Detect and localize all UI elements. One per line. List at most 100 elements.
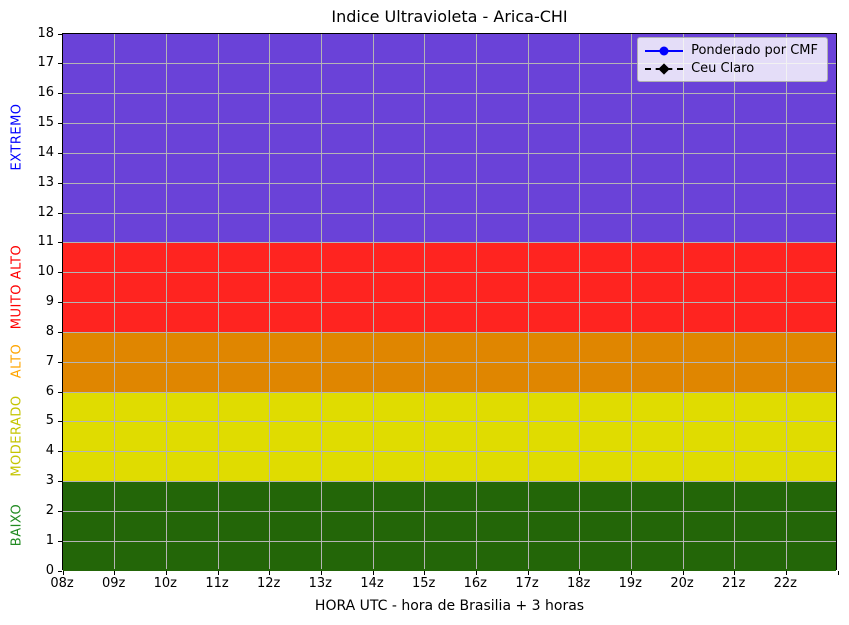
v-gridline <box>579 34 581 569</box>
y-tick-mark <box>58 451 62 453</box>
band-label-extremo: EXTREMO <box>9 103 25 171</box>
y-tick-label: 6 <box>45 383 54 399</box>
x-tick-label: 10z <box>153 576 178 591</box>
v-gridline <box>785 34 787 569</box>
h-gridline <box>63 212 836 214</box>
v-gridline <box>372 34 374 569</box>
y-tick-label: 3 <box>45 473 54 488</box>
x-tick-mark <box>682 571 684 575</box>
band-label-moderado: MODERADO <box>9 395 25 477</box>
legend-item: Ceu Claro <box>645 61 818 76</box>
h-gridline <box>63 152 836 154</box>
x-tick-mark <box>527 571 529 575</box>
h-gridline <box>63 510 836 512</box>
h-gridline <box>63 540 836 542</box>
y-tick-label: 2 <box>45 502 54 518</box>
v-gridline <box>269 34 271 569</box>
legend-item: Ponderado por CMF <box>645 43 818 58</box>
y-tick-mark <box>58 302 62 303</box>
x-tick-mark <box>217 571 219 575</box>
x-tick-mark <box>165 571 167 575</box>
x-tick-label: 08z <box>50 576 74 591</box>
y-tick-mark <box>58 182 62 184</box>
y-tick-label: 11 <box>37 234 54 250</box>
y-tick-label: 13 <box>37 174 54 190</box>
diamond-marker-icon <box>658 62 670 75</box>
h-gridline <box>63 63 836 65</box>
y-tick-label: 10 <box>37 264 54 280</box>
y-tick-label: 18 <box>37 25 54 41</box>
x-tick-label: 09z <box>101 576 126 591</box>
x-tick-mark <box>785 571 787 575</box>
x-tick-label: 22z <box>773 576 798 591</box>
circle-marker-icon <box>659 46 669 55</box>
uv-band-muito-alto <box>63 242 836 333</box>
h-gridline <box>63 93 836 95</box>
h-gridline <box>63 242 836 244</box>
x-tick-label: 20z <box>670 576 694 591</box>
plot-area: Ponderado por CMF Ceu Claro <box>58 33 839 575</box>
x-tick-mark <box>62 571 64 575</box>
x-tick-mark <box>269 571 271 575</box>
x-tick-mark <box>114 571 116 575</box>
x-tick-label: 14z <box>360 576 384 591</box>
x-tick-mark <box>475 571 477 575</box>
x-tick-label: 19z <box>618 576 643 591</box>
y-tick-mark <box>58 212 62 214</box>
y-tick-mark <box>58 510 62 512</box>
y-tick-label: 12 <box>37 204 54 220</box>
x-tick-label: 12z <box>256 576 281 591</box>
y-tick-mark <box>58 93 62 95</box>
y-tick-label: 8 <box>45 323 54 339</box>
x-tick-mark <box>734 571 736 575</box>
v-gridline <box>217 34 219 569</box>
h-gridline <box>63 302 836 303</box>
y-tick-label: 5 <box>45 413 54 429</box>
v-gridline <box>475 34 477 569</box>
y-tick-label: 7 <box>45 353 54 369</box>
y-tick-mark <box>58 331 62 333</box>
x-tick-mark <box>320 571 322 575</box>
v-gridline <box>114 34 116 569</box>
legend-label: Ponderado por CMF <box>691 43 818 58</box>
legend-sample-diamond <box>645 62 684 76</box>
v-gridline <box>165 34 167 569</box>
y-tick-label: 15 <box>37 115 54 130</box>
x-tick-label: 11z <box>205 576 229 591</box>
x-tick-mark <box>579 571 581 575</box>
x-tick-label: 18z <box>566 576 591 591</box>
h-gridline <box>63 481 836 482</box>
h-gridline <box>63 331 836 333</box>
v-gridline <box>424 34 426 569</box>
y-tick-mark <box>58 361 62 363</box>
legend: Ponderado por CMF Ceu Claro <box>637 37 828 82</box>
legend-label: Ceu Claro <box>691 61 755 76</box>
x-tick-label: 17z <box>515 576 539 591</box>
uv-band-moderado <box>63 392 836 482</box>
x-tick-label: 15z <box>411 576 436 591</box>
x-tick-label: 21z <box>721 576 746 591</box>
y-tick-mark <box>58 272 62 274</box>
x-tick-mark <box>630 571 632 575</box>
y-tick-label: 17 <box>37 55 54 71</box>
h-gridline <box>63 123 836 124</box>
h-gridline <box>63 451 836 453</box>
y-tick-mark <box>58 421 62 423</box>
x-tick-mark <box>837 571 839 575</box>
h-gridline <box>63 272 836 274</box>
y-tick-label: 0 <box>45 562 54 578</box>
x-axis-label: HORA UTC - hora de Brasilia + 3 horas <box>314 598 585 614</box>
y-tick-label: 9 <box>45 294 54 309</box>
y-tick-label: 14 <box>37 144 54 160</box>
h-gridline <box>63 361 836 363</box>
x-tick-label: 16z <box>463 576 488 591</box>
v-gridline <box>527 34 529 569</box>
v-gridline <box>682 34 684 569</box>
y-tick-label: 4 <box>45 443 54 459</box>
y-tick-mark <box>58 481 62 482</box>
h-gridline <box>63 391 836 393</box>
v-gridline <box>734 34 736 569</box>
band-label-muito-alto: MUITO ALTO <box>9 244 25 329</box>
y-tick-mark <box>58 242 62 244</box>
